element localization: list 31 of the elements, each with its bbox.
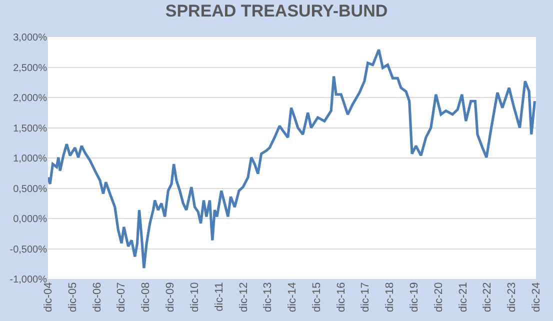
y-tick-label: 3,000% xyxy=(13,32,48,44)
x-tick-label: dic-17 xyxy=(360,282,372,312)
x-tick-label: dic-19 xyxy=(408,282,421,312)
y-tick-label: 2,000% xyxy=(13,93,48,104)
y-tick-label: 1,000% xyxy=(13,154,48,164)
x-tick-label: dic-22 xyxy=(482,282,494,312)
y-tick-label: -0,500% xyxy=(10,244,48,256)
x-tick-label: dic-15 xyxy=(310,282,323,312)
x-tick-label: dic-07 xyxy=(116,282,128,312)
x-tick-label: dic-13 xyxy=(262,282,274,312)
x-tick-label: dic-16 xyxy=(335,282,348,312)
x-tick-label: dic-14 xyxy=(286,282,299,312)
x-tick-label: dic-18 xyxy=(384,282,396,312)
x-tick-label: dic-20 xyxy=(432,282,445,312)
chart-title: SPREAD TREASURY-BUND xyxy=(165,2,388,21)
x-tick-label: dic-10 xyxy=(188,282,201,312)
y-tick-label: 0,500% xyxy=(13,184,48,195)
x-tick-label: dic-21 xyxy=(457,282,470,312)
x-tick-label: dic-08 xyxy=(140,282,152,312)
y-tick-label: 2,500% xyxy=(13,62,48,74)
x-tick-label: dic-11 xyxy=(213,282,226,312)
x-tick-label: dic-09 xyxy=(164,282,177,312)
y-tick-label: 0,000% xyxy=(13,214,48,225)
x-tick-label: dic-23 xyxy=(506,282,518,312)
x-tick-label: dic-06 xyxy=(91,282,104,312)
x-tick-label: dic-12 xyxy=(238,282,250,312)
line-series xyxy=(48,48,536,270)
x-tick-label: dic-24 xyxy=(530,282,543,312)
x-tick-label: dic-04 xyxy=(42,282,55,312)
x-tick-label: dic-05 xyxy=(66,282,79,312)
y-tick-label: 1,500% xyxy=(13,123,48,134)
